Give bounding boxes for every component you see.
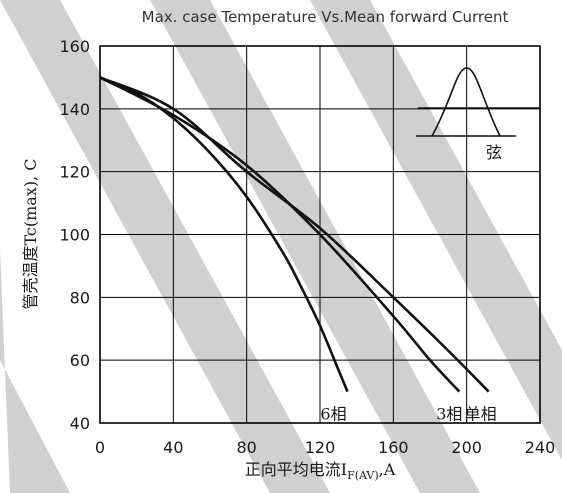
x-tick-label: 160: [378, 438, 409, 457]
y-tick-label: 40: [70, 414, 90, 433]
inset-waveform-icon: 弦: [416, 67, 540, 162]
y-tick-label: 120: [59, 163, 90, 182]
series-labels: 6相 3相 单相: [320, 405, 496, 424]
x-tick-label: 200: [451, 438, 482, 457]
plot-frame: [99, 45, 541, 424]
x-axis-label-subscript: F(AV): [347, 469, 379, 482]
x-ticks: 0 40 80 120 160 200 240: [95, 438, 555, 457]
y-tick-label: 80: [70, 288, 90, 307]
inset-half-sine: [431, 67, 501, 137]
y-tick-label: 140: [59, 100, 90, 119]
y-ticks: 40 60 80 100 120 140 160: [59, 37, 90, 433]
series-line-3: [99, 76, 490, 393]
y-tick-label: 100: [59, 226, 90, 245]
series-curves: [99, 76, 490, 393]
series-label-3: 单相: [465, 405, 497, 424]
x-tick-label: 40: [163, 438, 183, 457]
x-tick-label: 80: [236, 438, 256, 457]
chart-title: Max. case Temperature Vs.Mean forward Cu…: [142, 8, 509, 26]
y-axis-label: 管壳温度Tc(max), C: [21, 158, 40, 309]
y-tick-label: 160: [59, 37, 90, 56]
watermark-stripe: [310, 0, 562, 460]
watermark-stripe: [0, 0, 330, 493]
y-tick-label: 60: [70, 351, 90, 370]
series-label-2: 3相: [436, 405, 462, 424]
watermark-stripe: [0, 250, 70, 493]
watermark-stripe: [150, 0, 480, 493]
inset-label: 弦: [486, 143, 502, 162]
x-axis-label: 正向平均电流IF(AV),A: [245, 460, 396, 482]
x-axis-label-main: 正向平均电流I: [245, 460, 347, 479]
x-tick-label: 240: [525, 438, 556, 457]
x-tick-label: 120: [305, 438, 336, 457]
series-label-1: 6相: [320, 405, 346, 424]
series-line-2: [99, 76, 461, 393]
x-axis-label-unit: ,A: [379, 460, 396, 479]
x-tick-label: 0: [95, 438, 105, 457]
